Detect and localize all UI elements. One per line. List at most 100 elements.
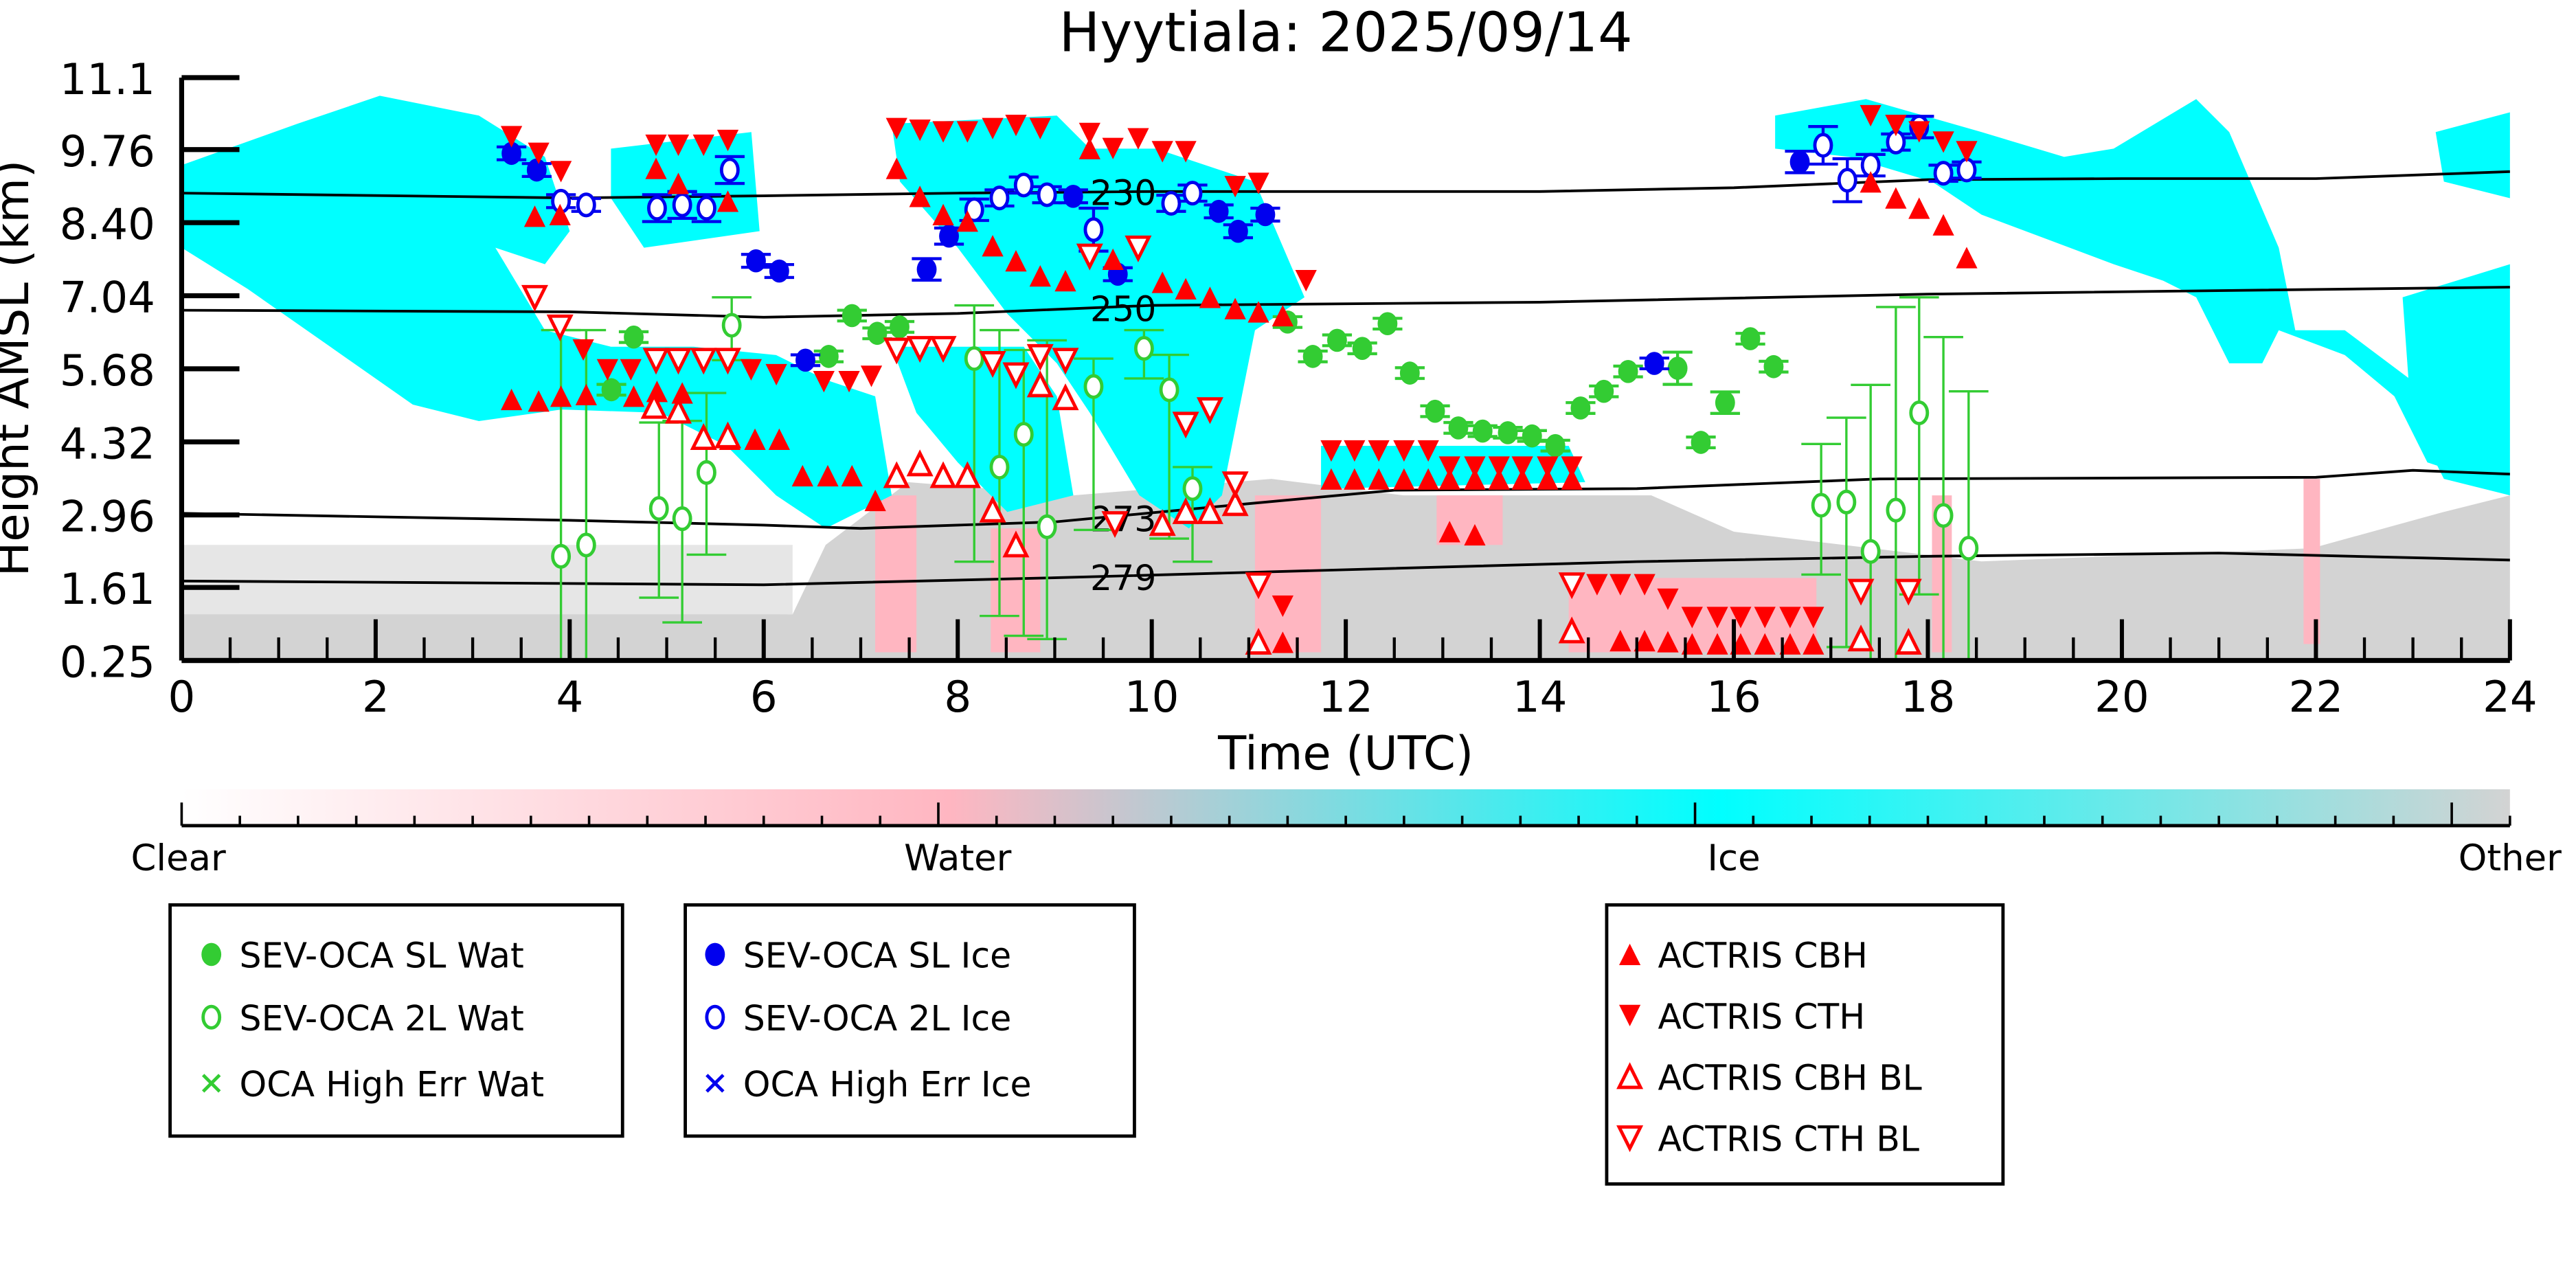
y-tick-label: 5.68 xyxy=(60,346,155,396)
data-point xyxy=(1272,631,1293,653)
data-point-marker xyxy=(645,157,667,179)
data-point-marker xyxy=(1754,607,1776,629)
data-point-marker xyxy=(1537,468,1559,490)
data-point xyxy=(1344,468,1366,490)
data-point-marker xyxy=(645,134,667,157)
data-point xyxy=(1779,607,1801,629)
data-point-marker xyxy=(1522,424,1542,448)
data-point-marker xyxy=(795,348,815,372)
data-point-marker xyxy=(672,506,692,532)
data-point xyxy=(1443,416,1473,440)
data-point xyxy=(1566,396,1596,420)
legend-ice-box xyxy=(683,903,1136,1138)
data-point-marker xyxy=(667,134,690,157)
data-point-marker xyxy=(1078,137,1100,159)
data-point-marker xyxy=(746,249,766,273)
data-point-marker xyxy=(1438,521,1460,543)
data-point-marker xyxy=(1956,157,1977,183)
x-tick-label: 12 xyxy=(1318,672,1373,722)
x-axis-label: Time (UTC) xyxy=(1217,727,1473,780)
data-point-marker xyxy=(697,460,716,485)
data-point xyxy=(956,121,978,143)
data-point xyxy=(714,348,742,375)
data-point xyxy=(1779,633,1801,655)
data-point xyxy=(1438,456,1460,478)
data-point xyxy=(1221,471,1249,499)
y-tick-label: 8.40 xyxy=(60,199,155,249)
data-point-marker xyxy=(667,172,690,194)
data-point-marker xyxy=(1272,304,1293,327)
contour-line-250 xyxy=(181,286,2510,319)
data-point xyxy=(528,142,550,164)
data-point xyxy=(1272,595,1293,618)
data-point xyxy=(1175,278,1197,300)
x-tick-label: 14 xyxy=(1513,672,1568,722)
data-point-marker xyxy=(906,449,934,477)
data-point-marker xyxy=(1161,190,1182,216)
data-point-marker xyxy=(1618,943,1641,966)
data-point-marker xyxy=(526,158,547,182)
data-point xyxy=(1851,383,1891,662)
colorbar-ticks xyxy=(180,802,2511,826)
data-point xyxy=(906,336,934,363)
x-tick-label: 18 xyxy=(1901,672,1956,722)
legend-label: SEV-OCA SL Wat xyxy=(240,936,524,976)
data-point-marker xyxy=(1464,523,1486,546)
data-point xyxy=(1054,269,1076,292)
data-point xyxy=(1759,354,1789,379)
data-point-marker xyxy=(1932,131,1954,153)
data-point-marker xyxy=(744,428,766,450)
data-point xyxy=(1561,456,1583,478)
data-point-marker xyxy=(1037,182,1057,207)
data-point xyxy=(1785,149,1815,174)
data-point-marker xyxy=(1464,456,1486,478)
legend-label: ACTRIS CBH xyxy=(1658,936,1868,976)
data-point-marker xyxy=(860,365,883,387)
data-point xyxy=(686,392,727,556)
legend-item: SEV-OCA SL Wat xyxy=(201,936,524,976)
data-point xyxy=(1175,141,1197,163)
data-point-marker xyxy=(1763,354,1784,379)
chart-title: Hyytiala: 2025/09/14 xyxy=(1059,1,1633,65)
data-point-marker xyxy=(1558,616,1585,644)
data-point-marker xyxy=(1399,361,1420,385)
data-point xyxy=(521,284,549,312)
data-point-marker xyxy=(1956,247,1978,269)
data-point-marker xyxy=(932,203,954,226)
data-point xyxy=(1005,250,1027,272)
data-point-marker xyxy=(716,190,739,212)
data-point-marker xyxy=(705,1004,725,1030)
data-point-marker xyxy=(1618,1004,1641,1026)
data-point-marker xyxy=(664,348,692,375)
ice-region xyxy=(2435,112,2510,199)
data-point xyxy=(1754,633,1776,655)
data-point xyxy=(979,351,1006,379)
data-point-marker xyxy=(1616,1062,1644,1089)
series-sev-oca-2l-ice xyxy=(545,114,1982,253)
data-point-marker xyxy=(1730,607,1752,629)
data-point xyxy=(500,126,523,148)
data-point-marker xyxy=(1393,468,1415,490)
data-point-marker xyxy=(1895,627,1922,655)
data-point-marker xyxy=(690,422,717,451)
data-point-marker xyxy=(714,348,742,375)
data-point xyxy=(691,193,722,223)
data-point-marker xyxy=(1052,383,1079,411)
data-point xyxy=(1847,624,1875,652)
data-point xyxy=(1149,509,1176,536)
data-point-marker xyxy=(1908,121,1930,143)
contour-line-230 xyxy=(181,170,2510,200)
y-tick-label: 1.61 xyxy=(60,564,155,614)
data-point xyxy=(1860,104,1882,127)
data-point xyxy=(1895,627,1922,655)
legend-item: OCA High Err Wat xyxy=(201,1064,544,1105)
series-actris-cth xyxy=(500,104,1978,629)
data-point xyxy=(790,348,821,372)
data-point xyxy=(550,161,572,183)
data-point xyxy=(496,142,527,166)
data-point-marker xyxy=(909,185,931,207)
data-point xyxy=(1221,489,1249,517)
data-point-marker xyxy=(1196,497,1223,524)
data-point-marker xyxy=(1101,511,1129,539)
phase-curtain xyxy=(181,95,2510,661)
